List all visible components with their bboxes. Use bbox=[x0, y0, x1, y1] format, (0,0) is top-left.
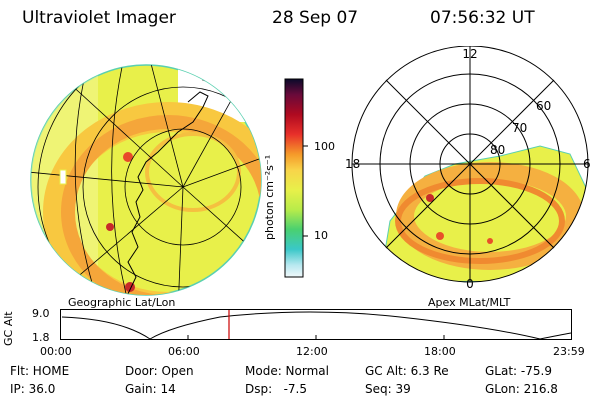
xtick-1: 06:00 bbox=[168, 345, 200, 358]
colorbar bbox=[284, 78, 308, 278]
altitude-plot bbox=[60, 309, 572, 340]
magnetic-caption: Apex MLat/MLT bbox=[428, 296, 511, 309]
gc-altitude: GC Alt: 6.3 Re bbox=[365, 364, 449, 378]
aurora-hotspot bbox=[106, 223, 114, 231]
xtick-2: 12:00 bbox=[296, 345, 328, 358]
instrument-title: Ultraviolet Imager bbox=[22, 8, 176, 28]
gain-value: Gain: 14 bbox=[125, 382, 176, 396]
mlt-label-18: 18 bbox=[345, 157, 360, 171]
colorbar-tick-100: 100 bbox=[314, 140, 335, 153]
geographic-map bbox=[30, 64, 262, 296]
colorbar-unit-label: photon cm⁻²s⁻¹ bbox=[263, 154, 276, 240]
mlt-label-12: 12 bbox=[462, 47, 477, 61]
coastline bbox=[125, 91, 209, 295]
time-label: 07:56:32 UT bbox=[430, 8, 535, 28]
mlat-label-70: 70 bbox=[512, 121, 527, 135]
mlat-grid bbox=[351, 46, 589, 283]
aurora-hotspot bbox=[123, 152, 133, 162]
door-status: Door: Open bbox=[125, 364, 194, 378]
altitude-ytick-bottom: 1.8 bbox=[32, 331, 50, 344]
xtick-4: 23:59 bbox=[553, 345, 585, 358]
auroral-oval bbox=[61, 115, 261, 295]
mlat-label-80: 80 bbox=[490, 143, 505, 157]
aurora-hotspot bbox=[487, 238, 493, 244]
geo-longitude: GLon: 216.8 bbox=[485, 382, 558, 396]
altitude-ylabel: GC Alt bbox=[2, 311, 15, 346]
colorbar-tick-10: 10 bbox=[314, 229, 328, 242]
mlt-label-0: 0 bbox=[466, 277, 474, 291]
magnetic-map: 12 18 6 0 60 70 80 bbox=[345, 46, 591, 291]
flight-status: Flt: HOME bbox=[10, 364, 70, 378]
geographic-caption: Geographic Lat/Lon bbox=[68, 296, 176, 309]
altitude-curve bbox=[61, 311, 572, 340]
ip-value: IP: 36.0 bbox=[10, 382, 56, 396]
dsp-value: Dsp: -7.5 bbox=[245, 382, 308, 396]
sequence-number: Seq: 39 bbox=[365, 382, 411, 396]
geo-latitude: GLat: -75.9 bbox=[485, 364, 552, 378]
mode-status: Mode: Normal bbox=[245, 364, 329, 378]
altitude-ytick-top: 9.0 bbox=[32, 307, 50, 320]
xtick-3: 18:00 bbox=[424, 345, 456, 358]
xtick-0: 00:00 bbox=[40, 345, 72, 358]
mlt-label-6: 6 bbox=[583, 157, 591, 171]
date-label: 28 Sep 07 bbox=[272, 8, 359, 28]
aurora-hotspot bbox=[436, 232, 444, 240]
lat-lon-grid bbox=[31, 65, 261, 295]
aurora-hotspot bbox=[426, 194, 434, 202]
mlat-label-60: 60 bbox=[536, 99, 551, 113]
